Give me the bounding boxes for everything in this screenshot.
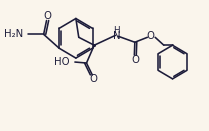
Text: H: H bbox=[113, 26, 120, 35]
Text: N: N bbox=[113, 31, 120, 41]
Text: O: O bbox=[43, 11, 51, 21]
Text: HO: HO bbox=[54, 57, 70, 67]
Text: O: O bbox=[146, 31, 154, 41]
Text: O: O bbox=[132, 55, 140, 65]
Text: H₂N: H₂N bbox=[4, 29, 23, 39]
Text: O: O bbox=[89, 74, 97, 84]
